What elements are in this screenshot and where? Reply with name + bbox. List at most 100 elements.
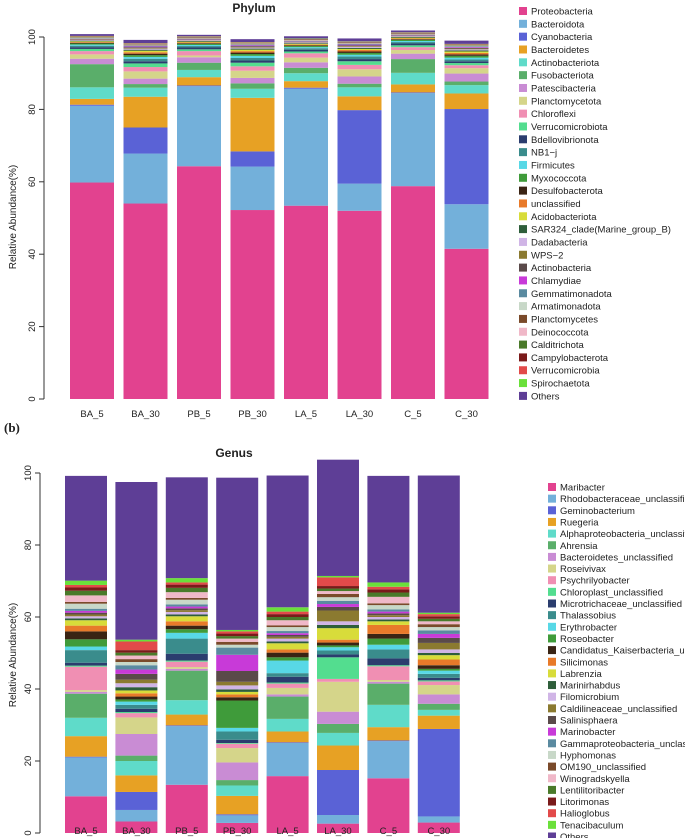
genus-bar-segment	[417, 612, 460, 615]
phylum-legend-swatch	[519, 302, 527, 311]
genus-y-tick-label: 20	[23, 756, 34, 767]
genus-bar-segment	[115, 755, 158, 761]
genus-legend-label: Winogradskyella	[560, 774, 630, 785]
phylum-legend-label: Acidobacteriota	[531, 212, 597, 223]
genus-bar-segment	[367, 638, 410, 645]
phylum-bar-segment	[177, 42, 221, 44]
genus-bar-segment	[266, 696, 309, 719]
genus-legend-swatch	[548, 552, 556, 561]
genus-bar-segment	[417, 694, 460, 704]
genus-bar-segment	[165, 578, 208, 583]
genus-bar-segment	[165, 667, 208, 669]
phylum-bar-segment	[284, 57, 328, 63]
phylum-legend-swatch	[519, 7, 527, 15]
genus-bar-segment	[216, 814, 259, 816]
genus-bar-segment	[115, 683, 158, 688]
genus-legend-swatch	[548, 622, 556, 631]
genus-bar-segment	[317, 600, 359, 605]
phylum-bar-segment	[230, 47, 275, 49]
phylum-bar-segment	[284, 81, 328, 88]
phylum-chart-title: Phylum	[232, 1, 275, 15]
phylum-bar-segment	[391, 59, 435, 73]
phylum-legend-label: Planctomycetota	[531, 96, 602, 107]
phylum-bar-segment	[391, 53, 435, 60]
phylum-bar-segment	[230, 97, 275, 152]
phylum-bar-segment	[337, 69, 382, 77]
genus-bar-segment	[317, 654, 359, 658]
phylum-bar-segment	[230, 45, 275, 47]
genus-bar-segment	[216, 748, 259, 763]
phylum-bar-segment	[391, 186, 435, 399]
genus-bar-segment	[367, 592, 410, 597]
phylum-bar-segment	[177, 49, 221, 52]
genus-bar-segment	[266, 641, 309, 644]
phylum-y-tick-label: 80	[27, 104, 38, 115]
phylum-legend-swatch	[519, 71, 527, 80]
phylum-bar-segment	[70, 58, 114, 65]
genus-bar-segment	[165, 611, 208, 615]
genus-bar-segment	[216, 785, 259, 796]
genus-bar-segment	[317, 732, 359, 746]
phylum-bar-segment	[337, 96, 382, 111]
genus-bar-segment	[266, 643, 309, 650]
phylum-bar-segment	[70, 44, 114, 46]
phylum-legend-swatch	[519, 19, 527, 28]
genus-bar-segment	[417, 685, 460, 695]
genus-bar-segment	[216, 685, 259, 690]
phylum-legend-label: Actinobacteria	[531, 263, 592, 274]
phylum-bar-segment	[177, 69, 221, 78]
genus-bar-segment	[65, 612, 107, 615]
genus-bar-segment	[65, 717, 107, 737]
phylum-bar-segment	[284, 87, 328, 89]
phylum-bar-segment	[70, 43, 114, 45]
genus-bar-segment	[317, 770, 359, 815]
phylum-bar-segment	[444, 93, 489, 110]
phylum-x-tick-label: BA_5	[80, 409, 103, 420]
genus-bar-segment	[317, 621, 359, 625]
genus-bar-segment	[65, 603, 107, 609]
phylum-bar-segment	[230, 54, 275, 56]
genus-bar-segment	[317, 647, 359, 651]
genus-legend-label: Rhodobacteraceae_unclassified	[560, 494, 685, 505]
phylum-bar-segment	[444, 50, 489, 52]
genus-bar-segment	[65, 666, 107, 691]
genus-bar-segment	[367, 624, 410, 634]
genus-bar-segment	[266, 657, 309, 661]
phylum-legend-swatch	[519, 366, 527, 375]
phylum-bar-segment	[444, 55, 489, 58]
genus-bar-segment	[65, 693, 107, 718]
phylum-bar-segment	[70, 39, 114, 41]
genus-y-tick-label: 100	[23, 465, 34, 481]
genus-bar-segment	[317, 588, 359, 592]
phylum-legend-swatch	[519, 237, 527, 246]
genus-bar-segment	[417, 624, 460, 628]
phylum-bar-segment	[230, 44, 275, 46]
genus-bar-segment	[317, 610, 359, 622]
genus-x-tick-label: C_30	[427, 826, 450, 837]
genus-bar-segment	[115, 662, 158, 666]
phylum-bar-segment	[337, 56, 382, 60]
genus-bar-segment	[367, 778, 410, 833]
phylum-bar-segment	[337, 50, 382, 52]
genus-legend-swatch	[548, 646, 556, 655]
genus-bar-segment	[417, 665, 460, 669]
phylum-bar-segment	[123, 53, 168, 56]
phylum-y-tick-label: 0	[27, 396, 38, 401]
genus-bar-segment	[266, 742, 309, 743]
phylum-bar-segment	[70, 42, 114, 44]
genus-bar-segment	[115, 639, 158, 642]
genus-bar-segment	[65, 620, 107, 626]
phylum-bar-segment	[230, 88, 275, 98]
genus-bar-segment	[165, 653, 208, 661]
genus-bar-segment	[417, 681, 460, 686]
phylum-legend-swatch	[519, 122, 527, 131]
phylum-bar-segment	[177, 43, 221, 44]
phylum-bar-segment	[123, 84, 168, 88]
genus-legend-label: Tenacibaculum	[560, 820, 623, 831]
genus-legend-swatch	[548, 494, 556, 503]
genus-y-tick-label: 40	[23, 684, 34, 695]
genus-legend-label: Hyphomonas	[560, 750, 616, 761]
genus-bar-segment	[115, 696, 158, 700]
genus-bar-segment	[317, 606, 359, 611]
genus-bar-segment	[317, 642, 359, 646]
